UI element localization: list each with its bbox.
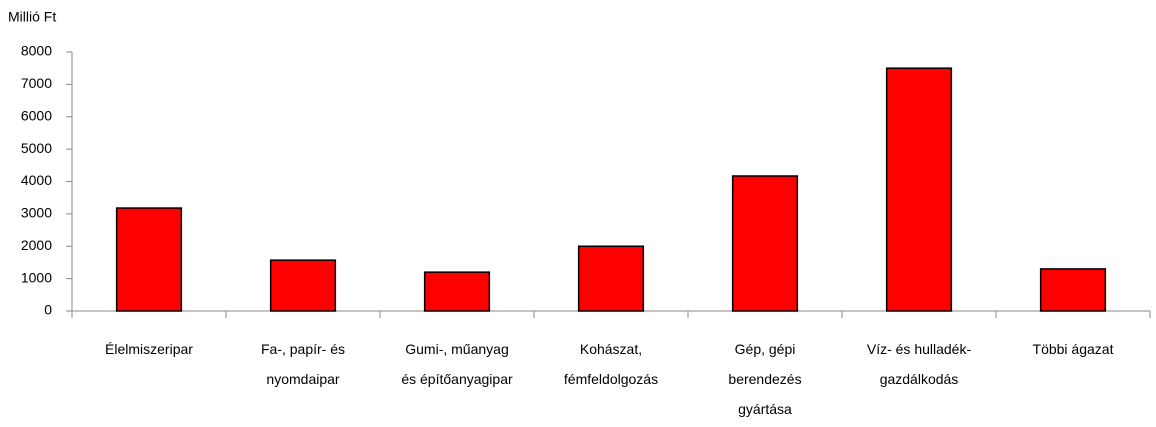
y-tick-label: 6000 <box>21 107 52 123</box>
y-tick-label: 4000 <box>21 172 52 188</box>
x-tick-label: Víz- és hulladék-gazdálkodás <box>867 341 972 387</box>
y-tick-label: 2000 <box>21 237 52 253</box>
y-tick-label: 8000 <box>21 43 52 59</box>
x-tick-label: Élelmiszeripar <box>105 341 193 357</box>
bar <box>423 271 491 312</box>
bar <box>731 175 799 312</box>
bar <box>1039 268 1107 312</box>
x-tick-label: Többi ágazat <box>1033 341 1114 357</box>
y-tick-label: 5000 <box>21 140 52 156</box>
bar <box>269 259 337 312</box>
x-tick-label: Kohászat, fémfeldolgozás <box>564 341 658 387</box>
x-tick-label: Gumi-, műanyag és építőanyagipar <box>401 341 513 387</box>
y-tick-label: 0 <box>44 302 52 318</box>
bar <box>115 207 183 312</box>
x-tick-label: Gép, gépi berendezés gyártása <box>728 341 801 417</box>
bar <box>885 67 953 312</box>
y-tick-label: 7000 <box>21 75 52 91</box>
bar <box>577 245 645 312</box>
x-tick-label: Fa-, papír- és nyomdaipar <box>261 341 345 387</box>
y-axis-label: Millió Ft <box>8 9 56 25</box>
y-tick-label: 1000 <box>21 269 52 285</box>
y-tick-label: 3000 <box>21 205 52 221</box>
